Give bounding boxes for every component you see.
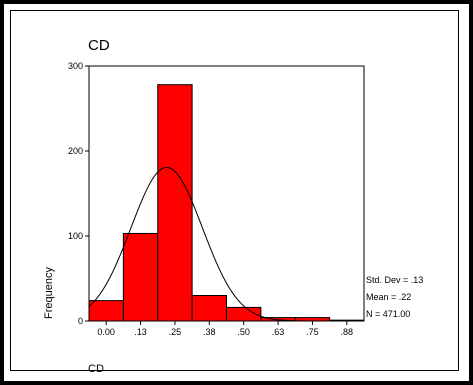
y-axis-title: Frequency xyxy=(43,267,55,319)
chart-inner-frame xyxy=(10,10,459,371)
stat-mean: Mean = .22 xyxy=(366,292,411,302)
plot-area-rect xyxy=(88,65,365,322)
x-tick-label-6: .75 xyxy=(306,327,319,337)
stat-std-dev: Std. Dev = .13 xyxy=(366,275,423,285)
x-tick-label-1: .13 xyxy=(134,327,147,337)
plot-area-border xyxy=(88,65,365,322)
y-tick-label-0: 0 xyxy=(78,316,83,326)
bars-group xyxy=(88,84,365,322)
x-axis: 0.00 .13 .25 .38 .50 .63 .75 .88 xyxy=(97,321,353,337)
x-tick-label-5: .63 xyxy=(272,327,285,337)
x-tick-label-0: 0.00 xyxy=(97,327,115,337)
y-tick-label-2: 200 xyxy=(68,146,83,156)
y-tick-label-3: 300 xyxy=(68,61,83,71)
y-axis: 0 100 200 300 xyxy=(68,61,89,326)
chart-title: CD xyxy=(88,37,110,54)
x-axis-title: CD xyxy=(88,363,104,375)
x-tick-label-2: .25 xyxy=(169,327,182,337)
histogram-bar-2 xyxy=(157,84,193,322)
x-tick-label-4: .50 xyxy=(237,327,250,337)
y-tick-label-1: 100 xyxy=(68,231,83,241)
stat-n: N = 471.00 xyxy=(366,309,410,319)
histogram-bar-3 xyxy=(191,295,227,322)
x-tick-label-7: .88 xyxy=(341,327,354,337)
histogram-bar-1 xyxy=(122,232,159,322)
histogram-bar-0 xyxy=(88,300,124,322)
x-tick-label-3: .38 xyxy=(203,327,216,337)
